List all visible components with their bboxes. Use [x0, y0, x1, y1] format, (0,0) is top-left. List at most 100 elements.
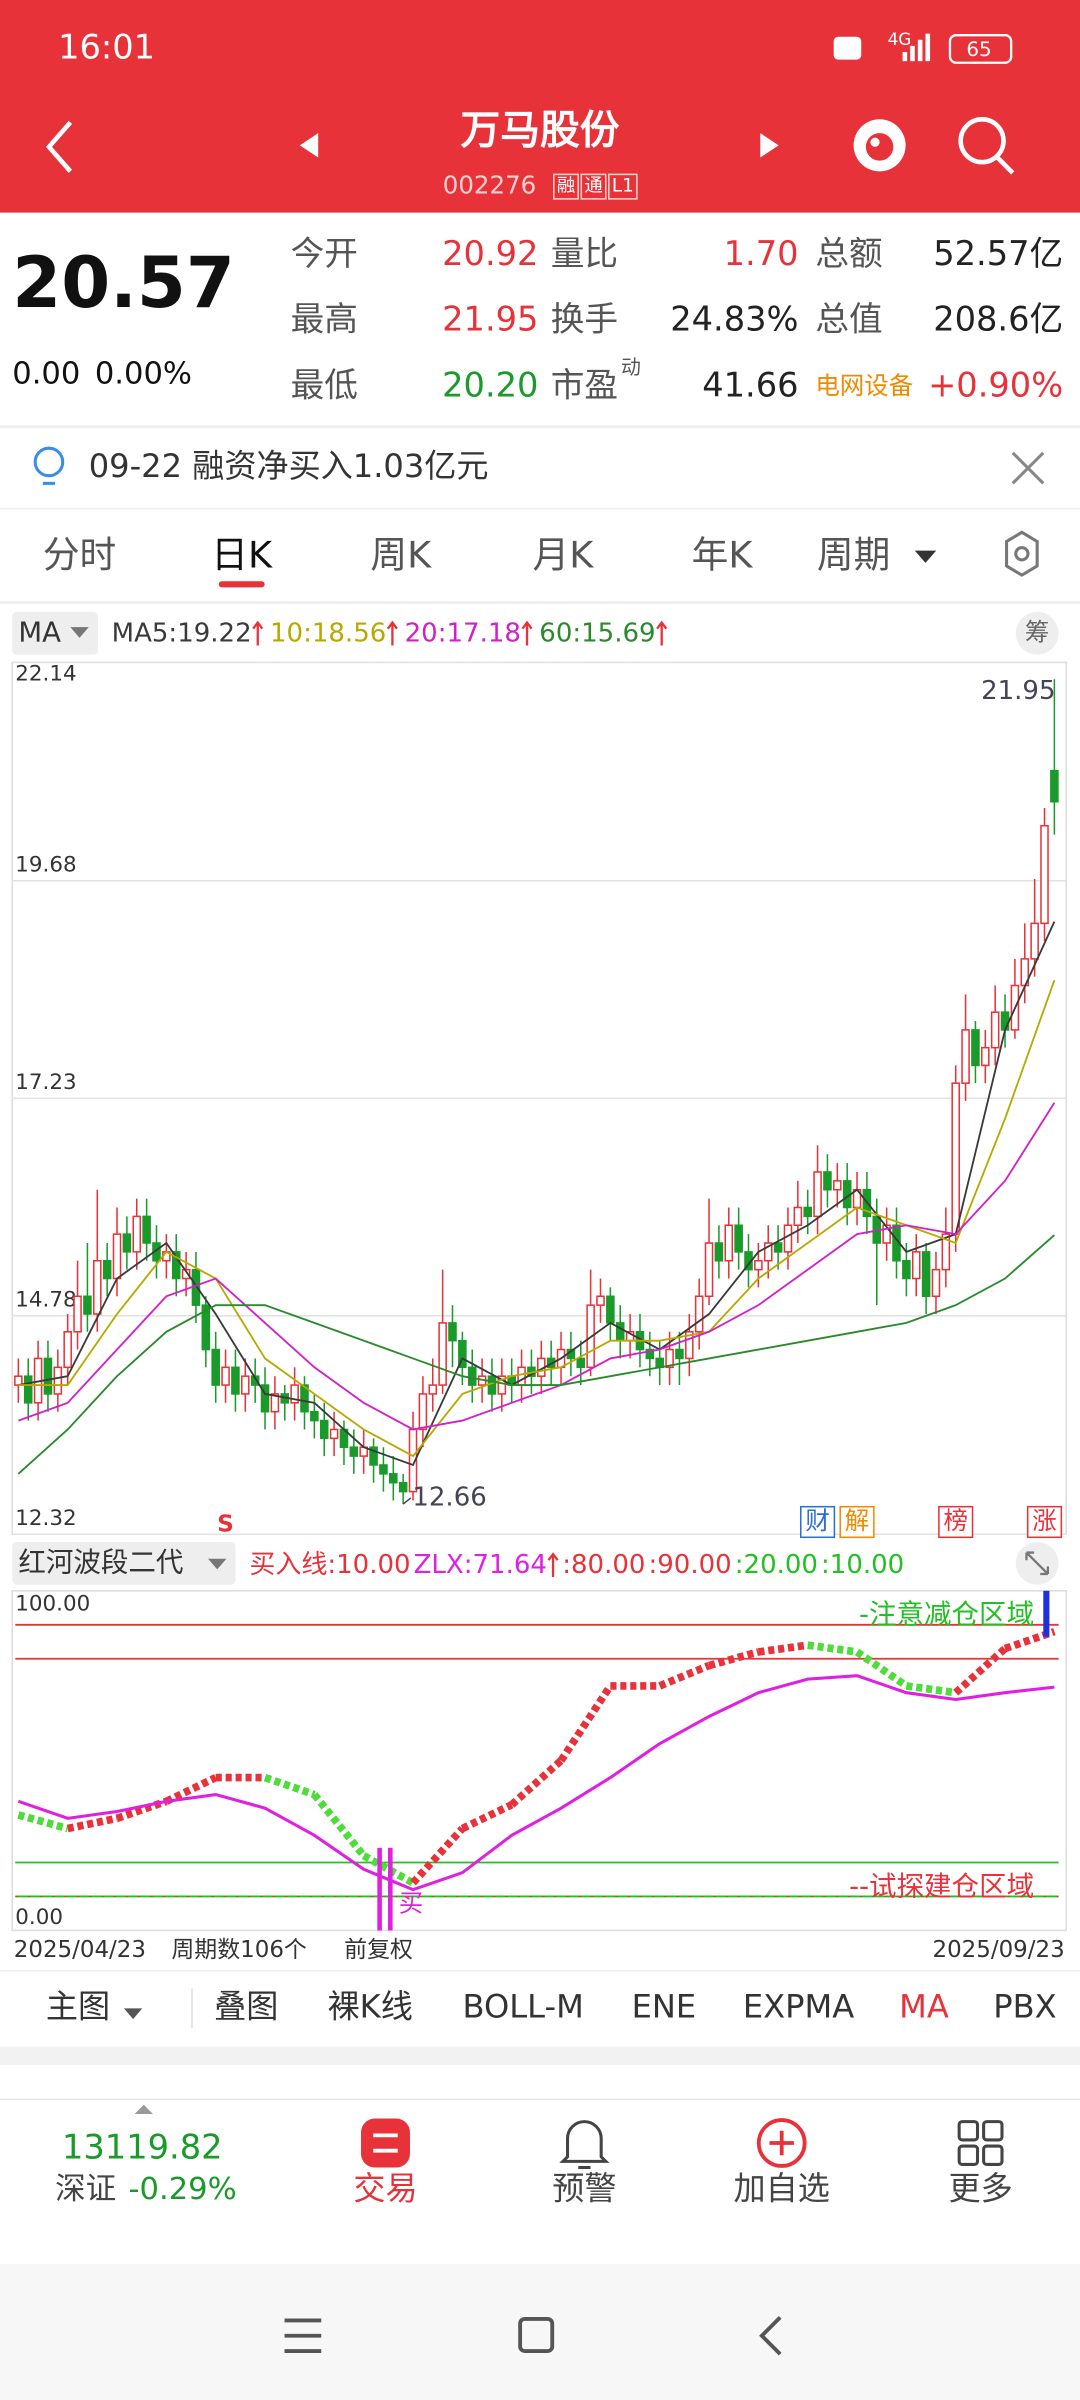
tag: L1: [612, 176, 634, 197]
candle-body: [329, 1428, 339, 1440]
candle-body: [201, 1304, 211, 1351]
stat-value: 21.95: [442, 300, 538, 339]
toolbar-item[interactable]: 主图: [46, 1987, 110, 2025]
ma-line: [18, 921, 1056, 1467]
ma-legend: 60:15.69: [539, 618, 655, 648]
tab[interactable]: 月K: [533, 533, 595, 576]
band-segment: [953, 1645, 1008, 1696]
settings-button[interactable]: [1005, 530, 1039, 577]
candle-body: [665, 1348, 674, 1369]
toolbar-item[interactable]: ENE: [632, 1987, 697, 2025]
candle-body: [310, 1410, 319, 1422]
next-stock[interactable]: [760, 133, 779, 158]
home-key[interactable]: [518, 2317, 555, 2353]
badge[interactable]: 解: [845, 1506, 869, 1535]
badge-frame: [839, 1505, 875, 1539]
nav-label[interactable]: 预警: [552, 2169, 616, 2207]
candle-body: [941, 1233, 951, 1271]
market-change[interactable]: -0.29%: [128, 2172, 236, 2207]
back-key[interactable]: [759, 2316, 782, 2356]
ma-legend-name: MA5:: [112, 618, 178, 648]
band-segment: [557, 1683, 614, 1763]
indicator-legend: :20.00: [735, 1549, 818, 1579]
candle-body: [112, 1233, 122, 1280]
tab[interactable]: 年K: [692, 533, 754, 576]
badge[interactable]: 榜: [943, 1506, 967, 1535]
candle-body: [754, 1259, 763, 1271]
toolbar-item[interactable]: BOLL-M: [463, 1987, 584, 2025]
tab[interactable]: 分时: [43, 533, 116, 576]
candle-body: [290, 1384, 299, 1404]
candle-body: [961, 1029, 970, 1084]
back-button[interactable]: [45, 120, 73, 173]
nav-label[interactable]: 交易: [353, 2169, 417, 2207]
prev-stock[interactable]: [299, 133, 319, 158]
indicator-legend-value: :20.00: [735, 1549, 818, 1579]
indicator-name[interactable]: MA: [18, 616, 61, 648]
tab[interactable]: 周期: [817, 533, 890, 576]
toolbar-item[interactable]: MA: [899, 1987, 949, 2025]
tag-frame: [580, 173, 607, 200]
market-value[interactable]: 13119.82: [62, 2128, 223, 2167]
tag-frame: [608, 173, 638, 200]
low-label: 12.66: [412, 1482, 486, 1512]
indicator-legend: 买入线:10.00: [249, 1549, 410, 1579]
close-notice[interactable]: [1011, 451, 1045, 485]
market-name[interactable]: 深证: [55, 2172, 116, 2207]
stock-code: 002276: [443, 171, 536, 200]
badge[interactable]: 涨: [1032, 1506, 1056, 1535]
nav-label[interactable]: 更多: [948, 2169, 1012, 2207]
candle-body: [763, 1242, 773, 1262]
price-change: 0.00: [12, 356, 80, 391]
candle-body: [833, 1180, 842, 1191]
indicator2-name[interactable]: 红河波段二代: [18, 1546, 183, 1578]
toolbar-sep: [191, 1988, 193, 2029]
toolbar-item[interactable]: 叠图: [214, 1987, 278, 2025]
band-segment: [263, 1773, 316, 1799]
menu-key[interactable]: [284, 2318, 322, 2353]
candle-body: [181, 1268, 191, 1280]
tab[interactable]: 周K: [370, 533, 432, 576]
nav-icon: [982, 2120, 1004, 2142]
last-price: 20.57: [12, 242, 235, 324]
search-button[interactable]: [958, 117, 1015, 175]
header-bg: [0, 0, 1080, 213]
candle-body: [231, 1366, 240, 1395]
candle-body: [53, 1366, 63, 1395]
band-segment: [410, 1825, 466, 1886]
candle-body: [467, 1366, 477, 1386]
ma-legend-value: 19.22: [177, 618, 251, 648]
mascot-icon[interactable]: [853, 119, 906, 172]
candle-body: [921, 1251, 931, 1298]
chip-button[interactable]: [1015, 611, 1059, 655]
price-change-pct: 0.00%: [95, 356, 192, 391]
signal: S: [217, 1512, 234, 1538]
candle-body: [1000, 1011, 1010, 1031]
ma-legend-name: 10:: [270, 618, 312, 648]
candle-body: [428, 1384, 438, 1395]
candle-body: [645, 1348, 655, 1360]
tab[interactable]: 日K: [211, 533, 273, 576]
badge-frame: [938, 1505, 974, 1539]
candle-body: [132, 1215, 142, 1253]
nav-label[interactable]: 加自选: [734, 2169, 830, 2207]
buy-signal-label: 买: [399, 1888, 423, 1917]
ma-line: [18, 1102, 1056, 1431]
candle-body: [971, 1029, 980, 1067]
price-plot: 22.14 19.68 17.23 14.78 12.32 21.95 12.66 S 财解 榜 涨…: [12, 618, 1067, 1539]
toolbar-item[interactable]: EXPMA: [743, 1987, 854, 2025]
candle-body: [418, 1393, 428, 1431]
chip-button-label[interactable]: 筹: [1025, 617, 1049, 646]
candle-body: [981, 1046, 990, 1067]
candle-body: [1050, 769, 1059, 803]
indicator-select[interactable]: [12, 611, 98, 655]
badge[interactable]: 财: [805, 1506, 829, 1535]
toolbar-item[interactable]: PBX: [993, 1987, 1056, 2025]
tag: 融: [557, 176, 575, 197]
ma-legend: MA5:19.22: [112, 618, 252, 648]
candle-body: [211, 1348, 220, 1386]
candle-body: [300, 1384, 309, 1413]
indicator2-select[interactable]: [12, 1541, 236, 1585]
notice[interactable]: 09-22 融资净买入1.03亿元: [89, 447, 489, 485]
toolbar-item[interactable]: 裸K线: [328, 1987, 413, 2025]
